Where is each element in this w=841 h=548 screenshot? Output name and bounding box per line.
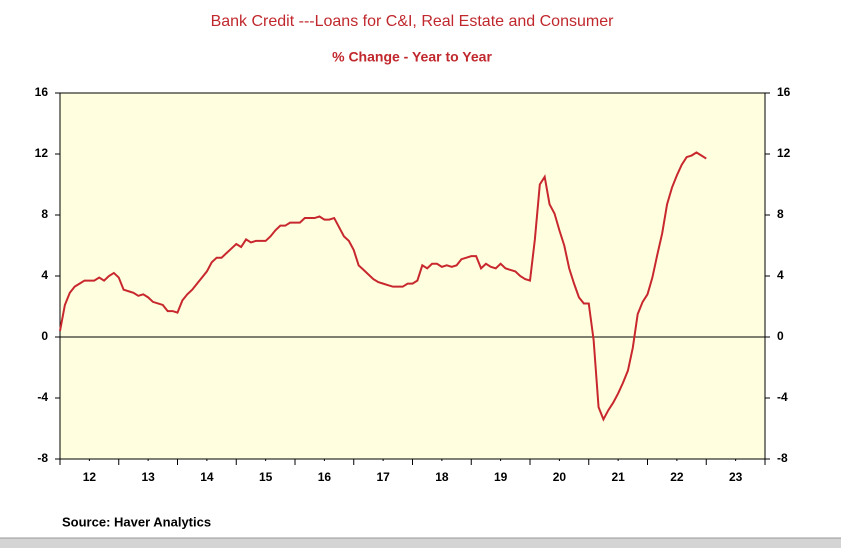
y2-tick-label: -4	[777, 390, 788, 404]
x-tick-label: 15	[259, 470, 273, 484]
source-note: Source: Haver Analytics	[62, 514, 211, 529]
y-tick-label: 12	[35, 146, 49, 160]
y2-tick-label: 8	[777, 207, 784, 221]
x-tick-label: 23	[729, 470, 743, 484]
y-tick-label: 4	[41, 268, 48, 282]
chart-subtitle: % Change - Year to Year	[332, 49, 492, 65]
y2-tick-label: 12	[777, 146, 791, 160]
y-tick-label: 16	[35, 85, 49, 99]
x-tick-label: 12	[83, 470, 97, 484]
x-tick-label: 17	[376, 470, 390, 484]
x-tick-label: 18	[435, 470, 449, 484]
y-tick-label: -4	[37, 390, 48, 404]
x-tick-label: 22	[670, 470, 684, 484]
x-tick-label: 13	[141, 470, 155, 484]
y-tick-label: 0	[41, 329, 48, 343]
data-line	[59, 151, 707, 422]
chart-title: Bank Credit ---Loans for C&I, Real Estat…	[211, 13, 615, 30]
y2-tick-label: 16	[777, 85, 791, 99]
x-tick-label: 16	[318, 470, 332, 484]
y2-tick-label: -8	[777, 451, 788, 465]
plot-area	[59, 92, 766, 460]
y2-tick-label: 0	[777, 329, 784, 343]
y-tick-label: 8	[41, 207, 48, 221]
x-tick-label: 14	[200, 470, 214, 484]
y2-tick-label: 4	[777, 268, 784, 282]
x-tick-label: 21	[611, 470, 625, 484]
x-tick-label: 19	[494, 470, 508, 484]
y-tick-label: -8	[37, 451, 48, 465]
x-tick-label: 20	[553, 470, 567, 484]
bottom-bar	[0, 538, 841, 548]
